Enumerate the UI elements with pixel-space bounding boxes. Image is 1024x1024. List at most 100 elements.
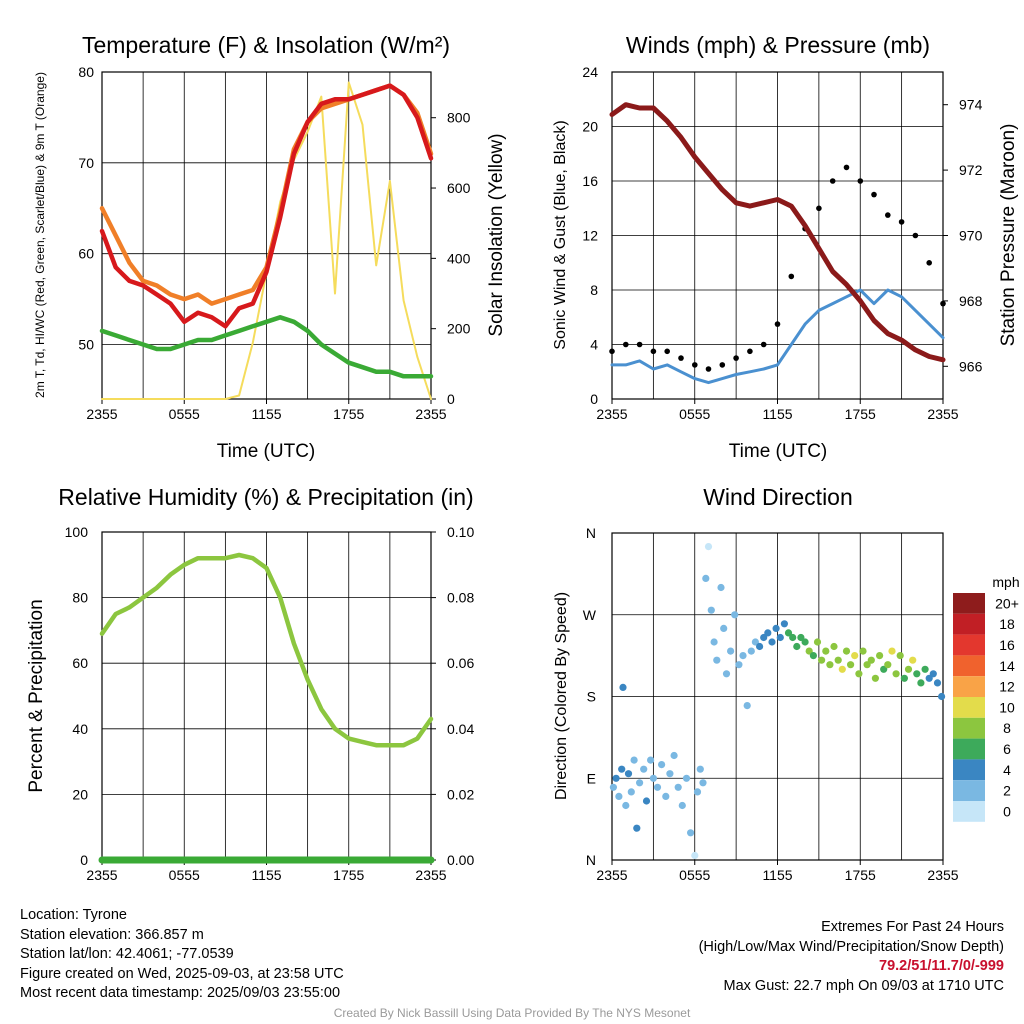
legend-swatch bbox=[953, 676, 985, 697]
direction-point bbox=[809, 652, 818, 660]
legend-swatch bbox=[953, 759, 985, 781]
direction-point bbox=[612, 774, 620, 782]
gust-point bbox=[857, 178, 864, 184]
direction-point bbox=[751, 638, 760, 646]
legend-label: 8 bbox=[1003, 720, 1011, 736]
direction-point bbox=[913, 670, 921, 678]
y2-axis-label: Station Pressure (Maroon) bbox=[998, 124, 1019, 347]
y2-tick-label: 0.02 bbox=[447, 786, 474, 802]
direction-point bbox=[859, 647, 867, 655]
direction-point bbox=[896, 652, 904, 660]
y-tick-label: 100 bbox=[65, 524, 89, 540]
direction-point bbox=[674, 783, 682, 791]
y-tick-label: W bbox=[583, 607, 597, 623]
legend-swatch bbox=[953, 738, 985, 760]
direction-point bbox=[834, 656, 842, 664]
chart-title: Relative Humidity (%) & Precipitation (i… bbox=[58, 484, 473, 510]
x-tick-label: 1755 bbox=[845, 867, 876, 883]
direction-point bbox=[876, 652, 884, 660]
direction-point bbox=[743, 702, 751, 710]
direction-point bbox=[622, 801, 630, 810]
gust-point bbox=[760, 341, 767, 348]
x-tick-label: 1755 bbox=[333, 867, 364, 883]
gust-point bbox=[664, 348, 670, 355]
legend-label: 20+ bbox=[995, 595, 1019, 611]
direction-point bbox=[789, 633, 797, 642]
direction-point bbox=[784, 629, 793, 637]
x-tick-label: 2355 bbox=[596, 406, 627, 422]
direction-point bbox=[687, 829, 695, 837]
y-tick-label: 20 bbox=[582, 119, 598, 135]
direction-point bbox=[772, 624, 780, 633]
gust-point bbox=[829, 178, 836, 184]
gust-point bbox=[871, 191, 877, 198]
chart-title: Winds (mph) & Pressure (mb) bbox=[626, 32, 930, 58]
legend-label: 2 bbox=[1003, 783, 1011, 799]
y2-tick-label: 972 bbox=[959, 162, 983, 178]
direction-point bbox=[888, 647, 896, 655]
direction-point bbox=[813, 638, 822, 646]
y-tick-label: 20 bbox=[72, 786, 88, 802]
gust-point bbox=[692, 362, 698, 368]
direction-point bbox=[653, 783, 662, 791]
y2-tick-label: 0.00 bbox=[447, 852, 474, 868]
legend-title: mph bbox=[992, 574, 1019, 590]
direction-point bbox=[933, 679, 942, 687]
y2-axis-label: Solar Insolation (Yellow) bbox=[486, 133, 507, 336]
direction-point bbox=[682, 774, 691, 782]
direction-point bbox=[747, 647, 755, 655]
gust-point bbox=[774, 321, 781, 327]
direction-point bbox=[826, 661, 834, 669]
direction-point bbox=[735, 661, 743, 669]
x-tick-label: 2355 bbox=[927, 406, 958, 422]
direction-point bbox=[801, 638, 809, 646]
direction-point bbox=[739, 652, 747, 660]
y-tick-label: 50 bbox=[78, 337, 94, 353]
y-axis-label: Sonic Wind & Gust (Blue, Black) bbox=[552, 120, 569, 349]
direction-point bbox=[756, 642, 764, 651]
direction-point bbox=[797, 633, 805, 642]
direction-point bbox=[900, 674, 909, 682]
direction-point bbox=[760, 633, 768, 642]
gust-point bbox=[816, 205, 822, 212]
direction-point bbox=[609, 783, 618, 791]
legend-label: 14 bbox=[999, 658, 1015, 674]
series-line-pressure bbox=[609, 102, 946, 363]
y2-tick-label: 968 bbox=[959, 293, 983, 309]
direction-point bbox=[619, 683, 627, 692]
legend-label: 0 bbox=[1003, 803, 1011, 819]
legend-label: 12 bbox=[999, 679, 1015, 695]
y-tick-label: 60 bbox=[72, 655, 88, 671]
y-tick-label: N bbox=[586, 525, 596, 541]
direction-point bbox=[699, 779, 707, 787]
series-line-relative-humidity bbox=[99, 552, 434, 748]
gust-point bbox=[843, 164, 850, 171]
extremes-box: Extremes For Past 24 Hours (High/Low/Max… bbox=[699, 918, 1004, 996]
direction-point bbox=[717, 583, 725, 592]
y-tick-label: 0 bbox=[590, 391, 598, 407]
y-tick-label: N bbox=[586, 852, 596, 868]
direction-point bbox=[731, 611, 739, 619]
x-tick-label: 1155 bbox=[762, 867, 792, 883]
y-tick-label: 8 bbox=[590, 282, 598, 298]
direction-point bbox=[805, 647, 813, 655]
y-tick-label: E bbox=[587, 770, 596, 786]
winds-pressure-panel: 2355 0555 1155 1755 235504812162024966968970… bbox=[552, 32, 1019, 462]
chart-title: Temperature (F) & Insolation (W/m²) bbox=[82, 32, 450, 58]
direction-point bbox=[938, 692, 946, 701]
x-tick-label: 0555 bbox=[169, 867, 200, 883]
direction-point bbox=[658, 761, 666, 769]
y2-tick-label: 970 bbox=[959, 228, 983, 244]
gust-point bbox=[885, 212, 891, 218]
gust-point bbox=[912, 232, 919, 239]
direction-point bbox=[776, 633, 784, 642]
direction-point bbox=[768, 638, 776, 646]
direction-point bbox=[636, 779, 644, 787]
gust-point bbox=[636, 341, 643, 348]
legend-swatch bbox=[953, 801, 985, 822]
direction-point bbox=[842, 647, 851, 655]
direction-point bbox=[847, 661, 855, 669]
legend-label: 6 bbox=[1003, 741, 1011, 757]
gust-point bbox=[898, 219, 905, 225]
